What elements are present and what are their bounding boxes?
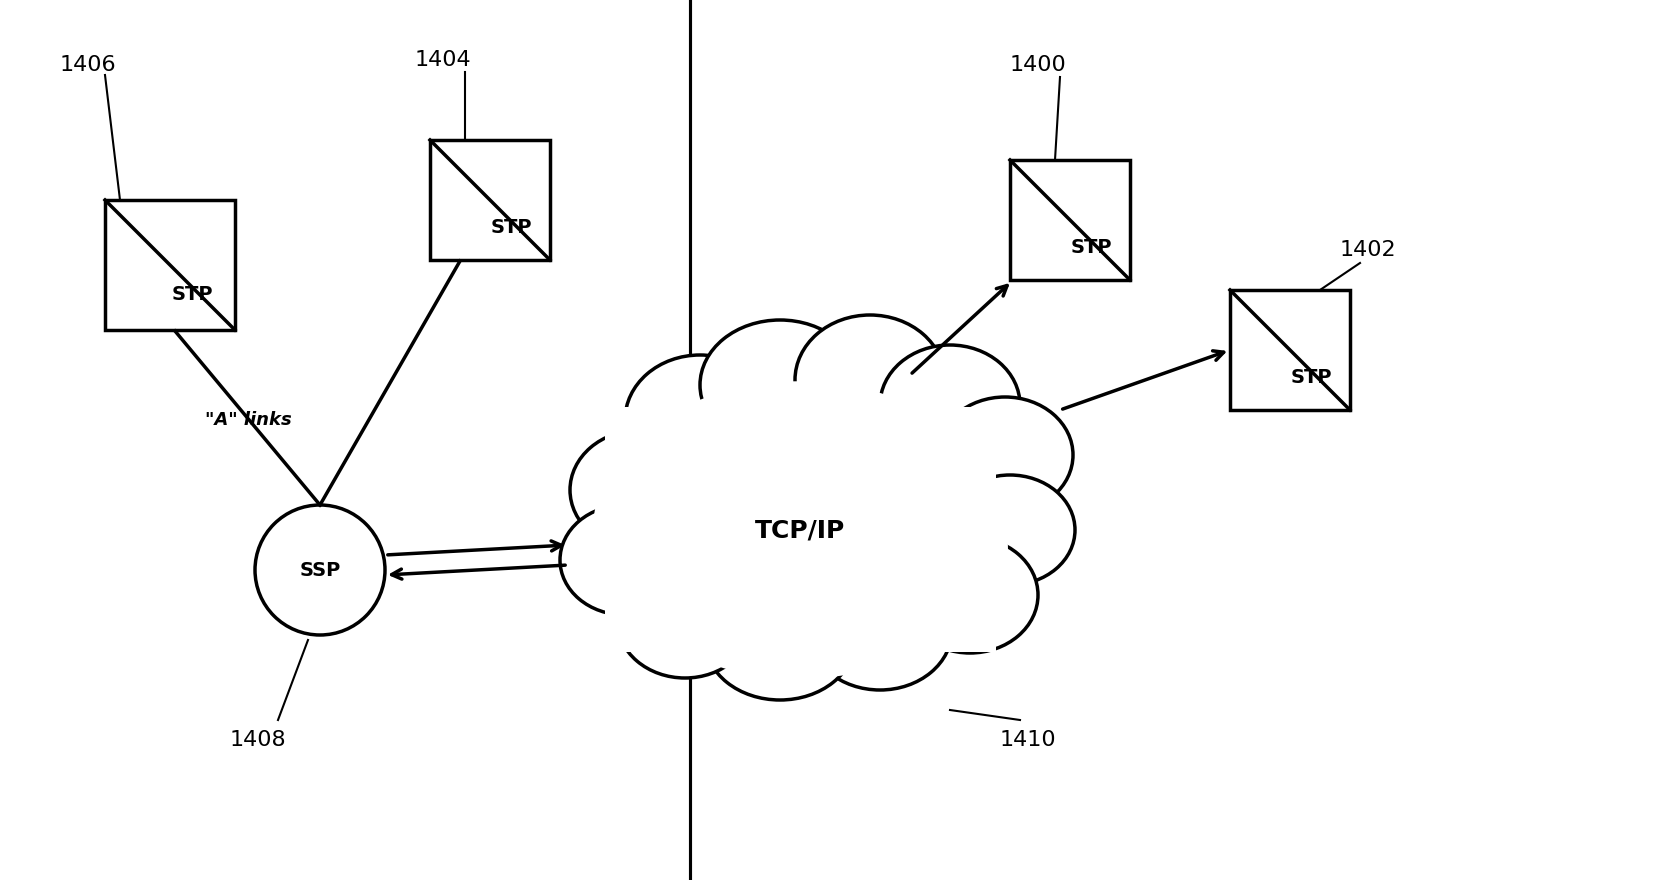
Ellipse shape <box>796 315 944 445</box>
Text: 1402: 1402 <box>1340 240 1396 260</box>
Text: STP: STP <box>1070 238 1111 256</box>
Ellipse shape <box>809 570 953 690</box>
Ellipse shape <box>592 464 868 656</box>
Text: 1410: 1410 <box>1001 730 1057 750</box>
Ellipse shape <box>938 397 1073 513</box>
Ellipse shape <box>705 580 855 700</box>
Text: "A" links: "A" links <box>205 411 291 429</box>
Ellipse shape <box>650 482 949 657</box>
Ellipse shape <box>255 505 385 635</box>
Ellipse shape <box>625 355 776 485</box>
Ellipse shape <box>880 345 1021 465</box>
Ellipse shape <box>901 537 1039 653</box>
Bar <box>104 200 235 330</box>
Ellipse shape <box>944 475 1075 585</box>
Bar <box>604 407 996 652</box>
Ellipse shape <box>617 562 753 678</box>
Ellipse shape <box>594 381 1007 678</box>
Bar <box>1231 290 1350 410</box>
Bar <box>430 140 551 260</box>
Ellipse shape <box>700 320 860 450</box>
Ellipse shape <box>650 402 949 577</box>
Ellipse shape <box>733 454 1007 646</box>
Text: 1408: 1408 <box>230 730 286 750</box>
Ellipse shape <box>561 505 690 615</box>
Text: 1404: 1404 <box>415 50 471 70</box>
Ellipse shape <box>571 430 710 550</box>
Text: 1400: 1400 <box>1011 55 1067 75</box>
Text: STP: STP <box>490 217 531 237</box>
Text: 1406: 1406 <box>60 55 117 75</box>
Text: STP: STP <box>172 285 213 304</box>
Text: SSP: SSP <box>299 561 341 580</box>
Bar <box>1011 160 1130 280</box>
Text: TCP/IP: TCP/IP <box>754 518 845 542</box>
Text: STP: STP <box>1290 368 1331 386</box>
